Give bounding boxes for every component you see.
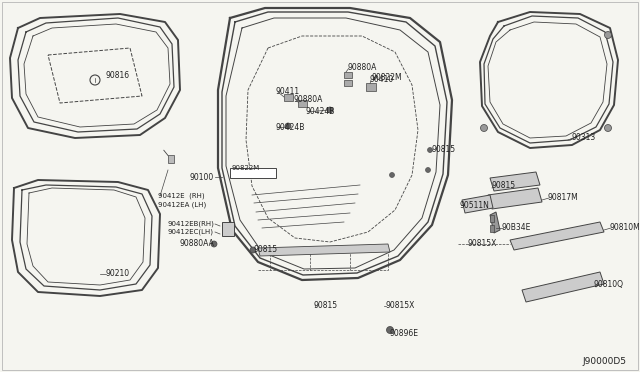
Text: 90410: 90410 <box>370 76 394 84</box>
Polygon shape <box>462 195 493 213</box>
Circle shape <box>211 241 217 247</box>
Circle shape <box>605 125 611 131</box>
Text: 90816: 90816 <box>105 71 129 80</box>
Bar <box>344 80 352 86</box>
Text: 90B34E: 90B34E <box>502 224 531 232</box>
Bar <box>490 215 494 222</box>
Circle shape <box>428 148 433 153</box>
Text: J90000D5: J90000D5 <box>582 357 626 366</box>
Text: 90412EA (LH): 90412EA (LH) <box>158 202 206 208</box>
Text: 90880AA: 90880AA <box>179 240 214 248</box>
Text: 90822M: 90822M <box>231 165 259 171</box>
Text: 90880A: 90880A <box>294 96 323 105</box>
Text: 90815X: 90815X <box>385 301 414 311</box>
Text: 90810Q: 90810Q <box>594 280 624 289</box>
Circle shape <box>426 167 431 173</box>
Polygon shape <box>488 188 542 209</box>
Text: 90412EC(LH): 90412EC(LH) <box>168 229 214 235</box>
Text: 90822M: 90822M <box>372 74 403 83</box>
Text: 90424B: 90424B <box>275 124 305 132</box>
Polygon shape <box>258 244 390 256</box>
Circle shape <box>605 32 611 38</box>
Text: 90880A: 90880A <box>348 64 378 73</box>
Bar <box>284 94 293 101</box>
Polygon shape <box>490 172 540 191</box>
Text: 90815: 90815 <box>492 182 516 190</box>
Circle shape <box>481 125 488 131</box>
Bar <box>298 100 307 107</box>
Circle shape <box>250 247 256 253</box>
Text: 90411: 90411 <box>276 87 300 96</box>
Circle shape <box>327 107 333 113</box>
Circle shape <box>387 327 394 334</box>
Bar <box>344 72 352 78</box>
Bar <box>168 155 174 163</box>
Text: 90896E: 90896E <box>390 330 419 339</box>
Polygon shape <box>522 272 604 302</box>
Circle shape <box>390 173 394 177</box>
Text: 90100: 90100 <box>189 173 214 182</box>
Circle shape <box>285 123 291 129</box>
Text: 90815: 90815 <box>314 301 338 310</box>
Bar <box>222 222 234 236</box>
Bar <box>490 225 494 232</box>
Text: 90424B: 90424B <box>306 108 335 116</box>
Text: 90511N: 90511N <box>460 201 490 209</box>
Polygon shape <box>510 222 604 250</box>
Text: 90815X: 90815X <box>468 240 497 248</box>
Text: 90412EB(RH): 90412EB(RH) <box>167 221 214 227</box>
Bar <box>366 83 376 91</box>
Text: 90210: 90210 <box>105 269 129 279</box>
Text: 90412E  (RH): 90412E (RH) <box>158 193 205 199</box>
Text: 90815: 90815 <box>254 246 278 254</box>
Polygon shape <box>490 212 500 233</box>
Text: 90810M: 90810M <box>610 224 640 232</box>
Text: 90815: 90815 <box>432 145 456 154</box>
Bar <box>230 168 276 178</box>
Text: 90313: 90313 <box>572 134 596 142</box>
Text: 90817M: 90817M <box>548 193 579 202</box>
